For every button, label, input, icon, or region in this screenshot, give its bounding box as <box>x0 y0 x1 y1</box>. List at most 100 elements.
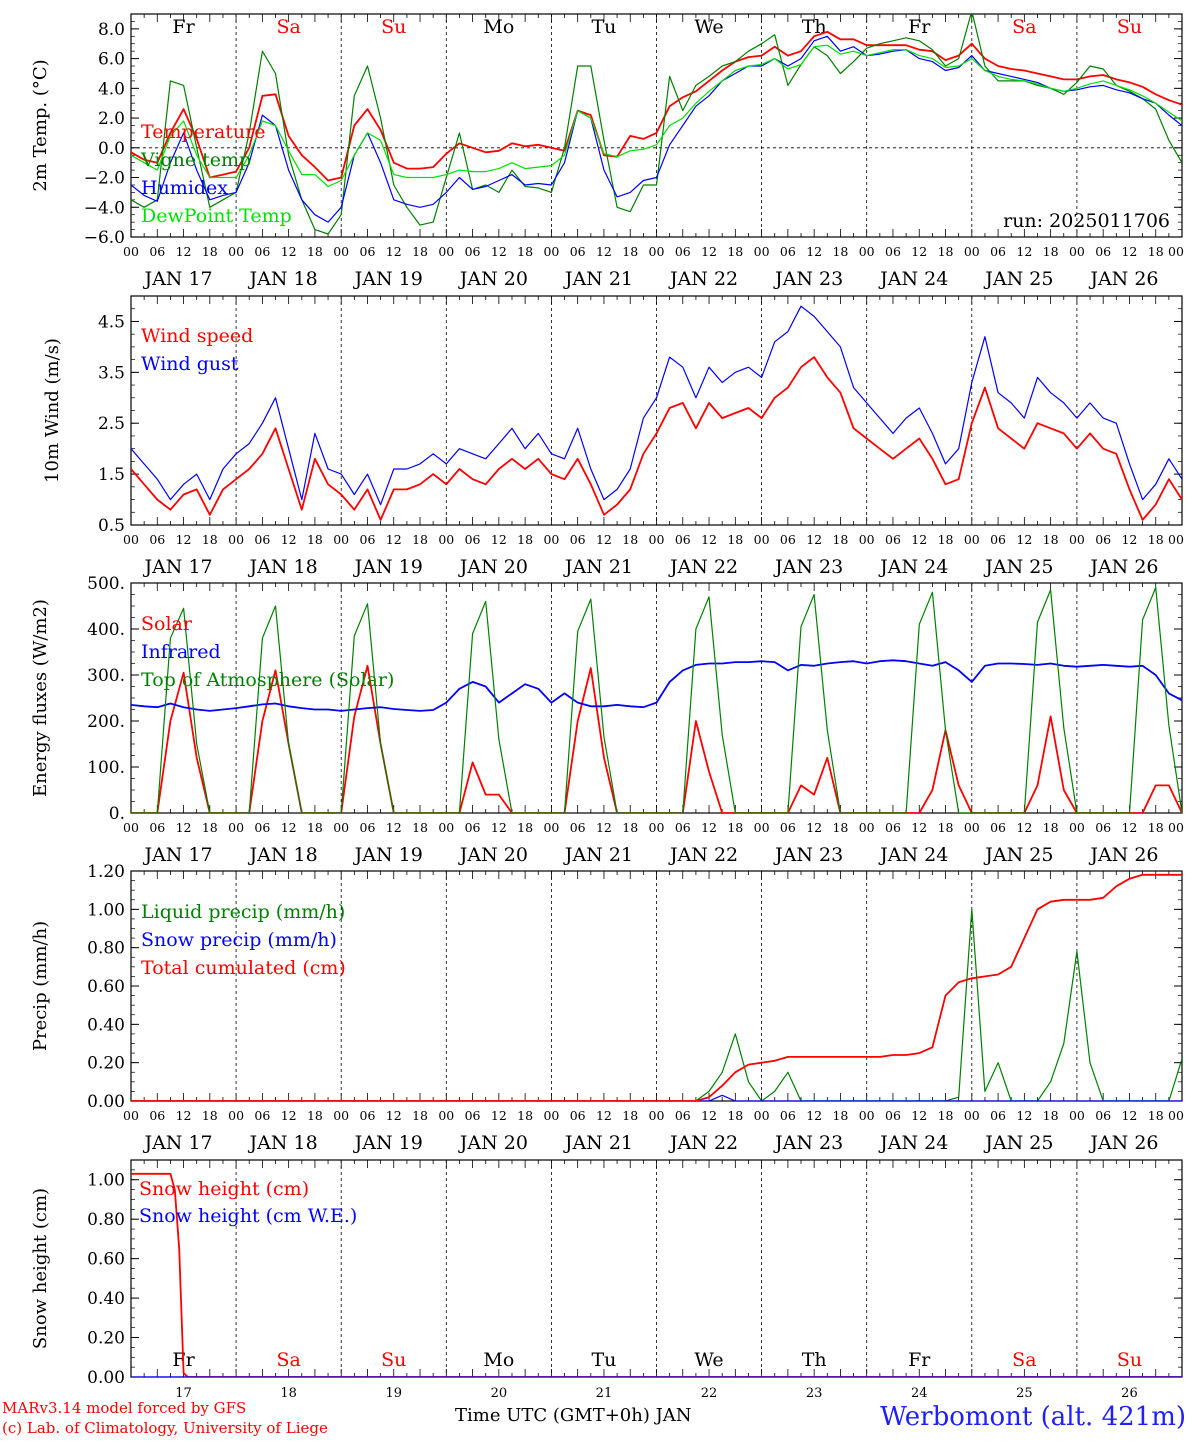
hour-tick-label: 06 <box>254 1108 270 1123</box>
date-label: JAN 24 <box>878 268 948 290</box>
date-label: JAN 26 <box>1088 556 1158 578</box>
series-line-green <box>131 908 1182 1101</box>
hour-tick-label: 18 <box>1043 820 1059 835</box>
short-date-label: 22 <box>701 1386 718 1401</box>
date-label: JAN 19 <box>353 268 423 290</box>
hour-tick-label: 00 <box>438 532 454 547</box>
short-date-label: 26 <box>1121 1386 1138 1401</box>
hour-tick-label: 00 <box>123 532 139 547</box>
hour-tick-label: 12 <box>176 820 192 835</box>
short-date-label: 18 <box>280 1386 297 1401</box>
short-date-label: 17 <box>175 1386 192 1401</box>
date-label: JAN 20 <box>458 268 528 290</box>
hour-tick-label: 06 <box>990 1108 1006 1123</box>
hour-tick-label: 18 <box>832 820 848 835</box>
weekday-label: Mo <box>483 16 514 38</box>
weekday-label: We <box>694 16 723 38</box>
station-name: Werbomont (alt. 421m) <box>880 1402 1186 1432</box>
date-label: JAN 22 <box>668 268 738 290</box>
hour-tick-label: 18 <box>727 820 743 835</box>
hour-tick-label: 12 <box>701 1108 717 1123</box>
hour-tick-label: 00 <box>649 820 665 835</box>
hour-tick-label: 06 <box>149 820 165 835</box>
legend-entry: Wind gust <box>141 353 239 375</box>
hour-tick-label: 00 <box>228 1108 244 1123</box>
y-tick-label: 2.0 <box>98 109 125 129</box>
hour-tick-label: 12 <box>1016 532 1032 547</box>
hour-tick-label: 00 <box>333 532 349 547</box>
hour-tick-label: 00 <box>649 1108 665 1123</box>
weekday-label: Su <box>381 16 406 38</box>
y-axis-label: Precip (mm/h) <box>30 921 51 1051</box>
hour-tick-label: 06 <box>570 1108 586 1123</box>
hour-tick-label: 06 <box>465 820 481 835</box>
hour-tick-label: 12 <box>1016 244 1032 259</box>
lab-credit: (c) Lab. of Climatology, University of L… <box>2 1419 328 1437</box>
y-tick-label: 0. <box>109 804 125 824</box>
hour-tick-label: 12 <box>386 532 402 547</box>
y-tick-label: 300. <box>87 666 125 686</box>
hour-tick-label: 12 <box>806 1108 822 1123</box>
hour-tick-label: 18 <box>412 820 428 835</box>
hour-tick-label: 18 <box>202 1108 218 1123</box>
y-axis-label: Energy fluxes (W/m2) <box>30 599 51 797</box>
y-tick-label: 8.0 <box>98 20 125 40</box>
hour-tick-label: 00 <box>754 244 770 259</box>
weekday-label: Tu <box>591 1349 616 1371</box>
date-label: JAN 23 <box>773 556 843 578</box>
y-tick-label: 100. <box>87 758 125 778</box>
hour-tick-label: 00 <box>543 244 559 259</box>
weekday-label: Fr <box>908 16 931 38</box>
hour-tick-label: 06 <box>465 1108 481 1123</box>
hour-tick-label: 06 <box>675 244 691 259</box>
short-date-label: 25 <box>1016 1386 1033 1401</box>
hour-tick-label: 06 <box>885 820 901 835</box>
date-label: JAN 25 <box>983 1132 1053 1154</box>
y-tick-label: 200. <box>87 712 125 732</box>
hour-tick-label: 00 <box>964 532 980 547</box>
hour-tick-label: 18 <box>307 244 323 259</box>
hour-tick-label: 00 <box>1168 1108 1184 1123</box>
run-annotation: run: 2025011706 <box>1003 210 1170 232</box>
hour-tick-label: 06 <box>254 244 270 259</box>
hour-tick-label: 18 <box>832 532 848 547</box>
y-tick-label: 0.5 <box>98 516 125 536</box>
hour-tick-label: 18 <box>1043 1108 1059 1123</box>
hour-tick-label: 12 <box>491 820 507 835</box>
hour-tick-label: 06 <box>990 820 1006 835</box>
hour-tick-label: 12 <box>911 1108 927 1123</box>
series-line-blue <box>131 305 1182 506</box>
hour-tick-label: 12 <box>176 532 192 547</box>
time-axis-label: Time UTC (GMT+0h) JAN <box>455 1405 692 1426</box>
date-label: JAN 19 <box>353 844 423 866</box>
hour-tick-label: 00 <box>754 1108 770 1123</box>
hour-tick-label: 12 <box>281 244 297 259</box>
weekday-label: Sa <box>276 1349 300 1371</box>
hour-tick-label: 12 <box>806 532 822 547</box>
hour-tick-label: 12 <box>701 532 717 547</box>
date-label: JAN 18 <box>248 556 318 578</box>
weekday-label: Su <box>1117 16 1142 38</box>
hour-tick-label: 00 <box>964 244 980 259</box>
series-line-blue <box>131 35 1182 223</box>
hour-tick-label: 06 <box>1095 244 1111 259</box>
hour-tick-label: 18 <box>832 244 848 259</box>
hour-tick-label: 06 <box>465 532 481 547</box>
legend-entry: Temperature <box>141 121 265 143</box>
date-label: JAN 21 <box>563 1132 633 1154</box>
date-label: JAN 17 <box>142 268 212 290</box>
hour-tick-label: 06 <box>149 244 165 259</box>
hour-tick-label: 06 <box>254 820 270 835</box>
weekday-label: Tu <box>591 16 616 38</box>
date-label: JAN 20 <box>458 556 528 578</box>
hour-tick-label: 06 <box>1095 1108 1111 1123</box>
short-date-label: 21 <box>596 1386 613 1401</box>
series-line-red <box>131 1172 1182 1377</box>
y-tick-label: 400. <box>87 620 125 640</box>
hour-tick-label: 00 <box>859 1108 875 1123</box>
hour-tick-label: 00 <box>1069 244 1085 259</box>
hour-tick-label: 12 <box>701 244 717 259</box>
y-tick-label: 0.60 <box>87 1250 125 1270</box>
